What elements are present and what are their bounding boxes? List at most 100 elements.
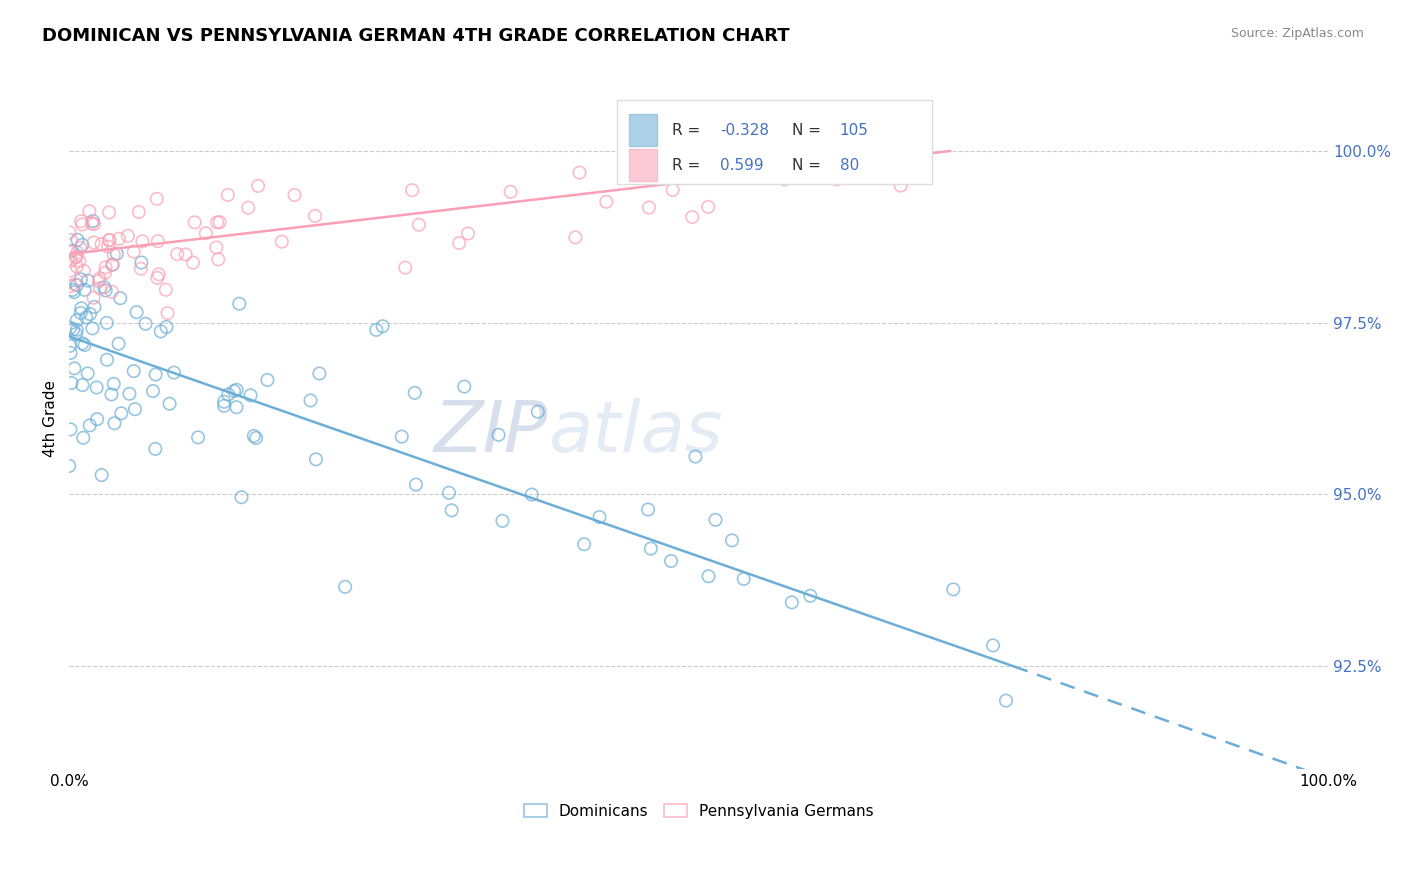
Point xyxy=(721,533,744,548)
Point xyxy=(131,255,153,269)
Point xyxy=(391,429,413,443)
Point xyxy=(63,277,86,292)
Point xyxy=(66,233,89,247)
Point xyxy=(69,306,91,320)
Point xyxy=(94,260,117,275)
Point xyxy=(82,214,104,228)
Point xyxy=(80,216,103,230)
Point xyxy=(107,336,129,351)
Point xyxy=(773,172,796,186)
Point xyxy=(222,384,245,398)
Point xyxy=(799,589,821,603)
Point xyxy=(366,323,388,337)
Point xyxy=(661,183,683,197)
Point xyxy=(70,214,93,228)
Point xyxy=(208,215,231,229)
Point xyxy=(247,178,270,193)
Point xyxy=(97,240,120,254)
Point xyxy=(101,258,124,272)
Point xyxy=(89,281,111,295)
Point xyxy=(98,233,121,247)
Point xyxy=(69,254,91,268)
Bar xyxy=(630,114,657,146)
Point xyxy=(146,234,169,248)
Point xyxy=(659,554,682,568)
Point xyxy=(194,226,217,240)
Point xyxy=(76,367,98,381)
Point xyxy=(103,376,125,391)
Point xyxy=(187,430,209,444)
Point xyxy=(174,247,197,261)
Point xyxy=(59,339,82,353)
Point xyxy=(217,387,239,401)
Text: -0.328: -0.328 xyxy=(720,123,769,137)
Point xyxy=(65,250,87,264)
Text: ZIP: ZIP xyxy=(433,399,547,467)
Point xyxy=(146,192,169,206)
Point xyxy=(62,322,84,336)
Point xyxy=(63,361,86,376)
Point xyxy=(449,235,471,250)
Point xyxy=(942,582,965,597)
Point xyxy=(155,283,177,297)
Point xyxy=(697,200,720,214)
Point xyxy=(90,237,112,252)
Point xyxy=(108,232,131,246)
Point xyxy=(499,185,522,199)
Text: 0.599: 0.599 xyxy=(720,158,763,173)
Point xyxy=(65,251,87,265)
Point xyxy=(825,172,848,186)
Point xyxy=(100,387,122,401)
Point xyxy=(122,244,145,259)
Point xyxy=(245,431,267,445)
Point xyxy=(83,291,105,305)
Point xyxy=(405,477,427,491)
Point xyxy=(59,279,82,293)
Point xyxy=(568,165,591,179)
Point xyxy=(83,300,105,314)
Point xyxy=(70,272,93,286)
Point xyxy=(73,264,96,278)
Point xyxy=(98,233,121,247)
Point xyxy=(87,274,110,288)
Point xyxy=(308,367,330,381)
Point xyxy=(79,204,101,219)
Bar xyxy=(617,100,932,184)
Point xyxy=(166,247,188,261)
Point xyxy=(238,201,260,215)
Point xyxy=(83,217,105,231)
Point xyxy=(243,429,266,443)
Point xyxy=(890,178,912,193)
Point xyxy=(679,158,702,172)
Point xyxy=(155,320,177,334)
Point xyxy=(73,338,96,352)
Point xyxy=(457,227,479,241)
Point xyxy=(212,399,235,413)
Point xyxy=(217,188,239,202)
Point xyxy=(156,306,179,320)
Point xyxy=(79,418,101,433)
Point xyxy=(89,271,111,285)
Point xyxy=(371,319,394,334)
Point xyxy=(981,639,1004,653)
Point xyxy=(780,595,803,609)
Point xyxy=(96,316,118,330)
Point xyxy=(231,490,253,504)
Point xyxy=(86,380,108,394)
Point xyxy=(786,137,808,152)
Point xyxy=(733,572,755,586)
Point xyxy=(128,205,150,219)
Point xyxy=(93,280,115,294)
Y-axis label: 4th Grade: 4th Grade xyxy=(44,380,58,458)
Text: R =: R = xyxy=(672,123,706,137)
Point xyxy=(72,336,94,351)
Point xyxy=(453,379,475,393)
Point xyxy=(60,376,83,390)
Point xyxy=(62,283,84,297)
Point xyxy=(787,168,810,182)
Point xyxy=(488,427,510,442)
Point xyxy=(595,194,617,209)
Point xyxy=(256,373,278,387)
Point xyxy=(142,384,165,398)
Text: N =: N = xyxy=(792,123,825,137)
